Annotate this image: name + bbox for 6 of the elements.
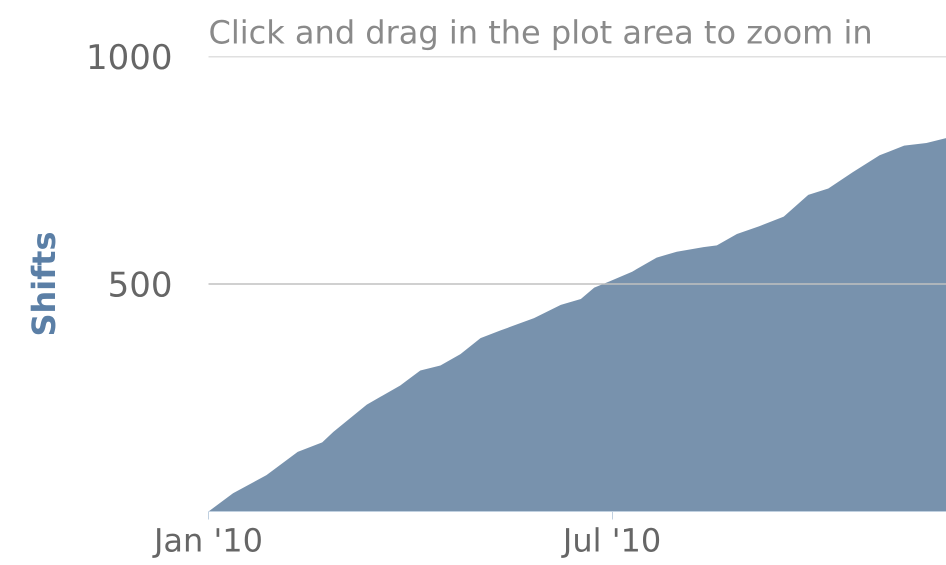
chart-subtitle: Click and drag in the plot area to zoom in [208, 14, 873, 52]
y-tick-label: 500 [108, 266, 173, 306]
x-tick-label: Jan '10 [152, 522, 264, 560]
x-tick-label: Jul '10 [560, 522, 662, 560]
y-tick-label: 1000 [86, 38, 173, 78]
y-axis-title: Shifts [24, 231, 63, 337]
